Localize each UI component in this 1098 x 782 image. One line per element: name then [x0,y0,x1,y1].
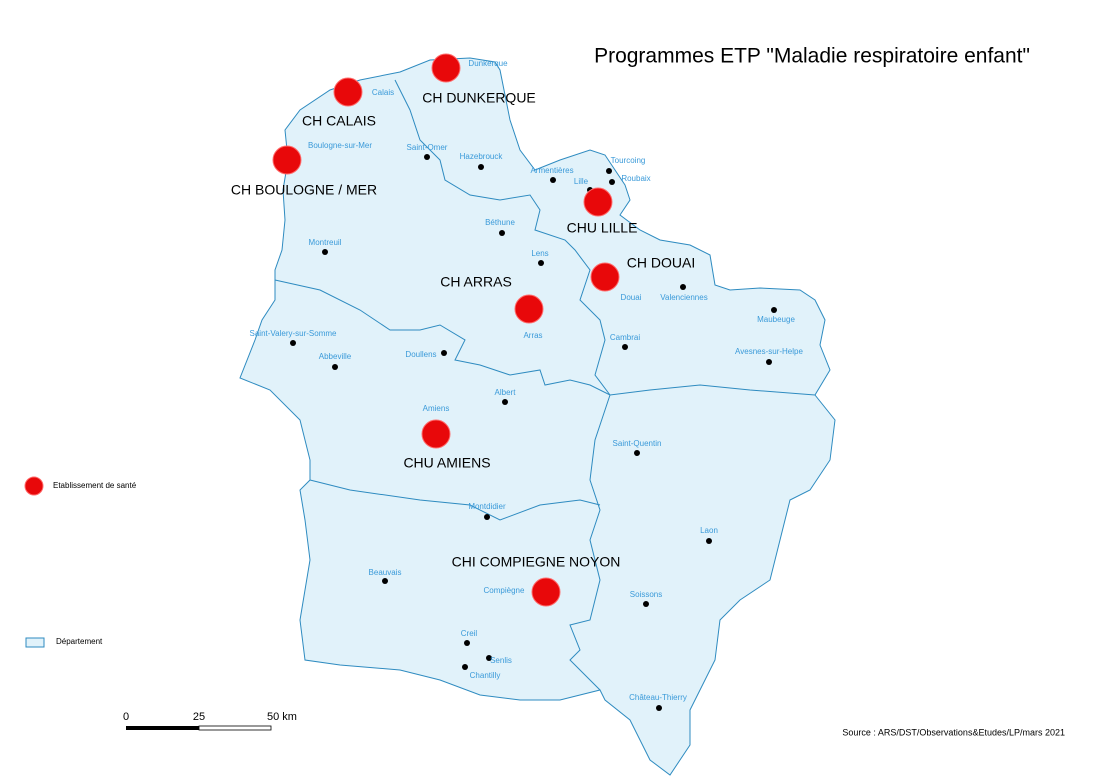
city-dot [622,344,628,350]
cities: Dunkerque Calais Saint-Omer Hazebrouck Boulo… [250,59,803,711]
city-dot [634,450,640,456]
city-label: Maubeuge [757,315,795,324]
city-label: Saint-Omer [407,143,448,152]
city-dot [478,164,484,170]
establishments: CH DUNKERQUE CH CALAIS CH BOULOGNE / MER CH… [231,53,695,607]
city-dot [550,177,556,183]
city-dot [332,364,338,370]
city-label: Compiègne [484,586,525,595]
city-dot [290,340,296,346]
city-dot [643,601,649,607]
establishment-marker [514,294,544,324]
city-label: Béthune [485,218,515,227]
city-label: Beauvais [369,568,402,577]
city-label: Montreuil [309,238,342,247]
establishment-label: CH DOUAI [627,255,695,271]
city-label: Doullens [405,350,436,359]
city-dot [499,230,505,236]
city-label: Cambrai [610,333,640,342]
city-label: Saint-Valery-sur-Somme [250,329,338,338]
legend-symbol [25,637,45,648]
city-label: Albert [495,388,517,397]
city-label: Lens [531,249,548,258]
establishment-marker [421,419,451,449]
establishment-marker [531,577,561,607]
city-label: Douai [621,293,642,302]
city-label: Arras [523,331,542,340]
legend-label: Département [56,637,103,646]
city-label: Roubaix [621,174,650,183]
city-label: Soissons [630,590,662,599]
establishment-label: CHU LILLE [567,220,638,236]
scale-label: 50 km [267,711,297,723]
city-dot [609,179,615,185]
city-dot [484,514,490,520]
region-outline [239,57,836,776]
city-dot [322,249,328,255]
city-dot [424,154,430,160]
city-dot [606,168,612,174]
city-dot [502,399,508,405]
city-label: Avesnes-sur-Helpe [735,347,803,356]
city-label: Dunkerque [468,59,508,68]
establishment-label: CHI COMPIEGNE NOYON [452,554,621,570]
establishment-marker [272,145,302,175]
city-label: Lille [574,177,589,186]
city-label: Tourcoing [611,156,646,165]
city-label: Château-Thierry [629,693,687,702]
establishment-label: CH DUNKERQUE [422,90,536,106]
scale-label: 25 [193,711,205,723]
city-dot [680,284,686,290]
department-border [394,79,611,396]
establishment-marker [590,262,620,292]
city-label: Abbeville [319,352,352,361]
city-label: Amiens [423,404,450,413]
establishment-label: CH ARRAS [440,274,512,290]
city-dot [462,664,468,670]
city-label: Creil [461,629,478,638]
department-border [309,479,601,521]
scale-bar [198,725,272,731]
city-label: Montdidier [468,502,506,511]
city-label: Armentières [530,166,573,175]
establishment-label: CH BOULOGNE / MER [231,182,377,198]
departments [239,57,836,776]
city-dot [441,350,447,356]
city-dot [464,640,470,646]
city-dot [382,578,388,584]
city-label: Senlis [490,656,512,665]
legend-label: Etablissement de santé [53,481,137,490]
city-label: Hazebrouck [460,152,504,161]
city-label: Laon [700,526,718,535]
map-title: Programmes ETP "Maladie respiratoire enf… [594,45,1030,68]
scale-bar [126,726,199,730]
city-label: Boulogne-sur-Mer [308,141,372,150]
scale-label: 0 [123,711,129,723]
city-dot [771,307,777,313]
city-label: Valenciennes [660,293,707,302]
city-label: Calais [372,88,394,97]
source: Source : ARS/DST/Observations&Etudes/LP/… [842,727,1065,737]
city-dot [656,705,662,711]
department-border [569,394,611,691]
city-dot [538,260,544,266]
legend-symbol [24,476,44,496]
establishment-marker [333,77,363,107]
city-dot [706,538,712,544]
establishment-label: CHU AMIENS [403,455,490,471]
department-border [274,279,816,396]
city-label: Chantilly [470,671,501,680]
establishment-label: CH CALAIS [302,113,376,129]
establishment-marker [431,53,461,83]
city-dot [766,359,772,365]
city-label: Saint-Quentin [613,439,662,448]
city-dot [486,655,492,661]
establishment-marker [583,187,613,217]
